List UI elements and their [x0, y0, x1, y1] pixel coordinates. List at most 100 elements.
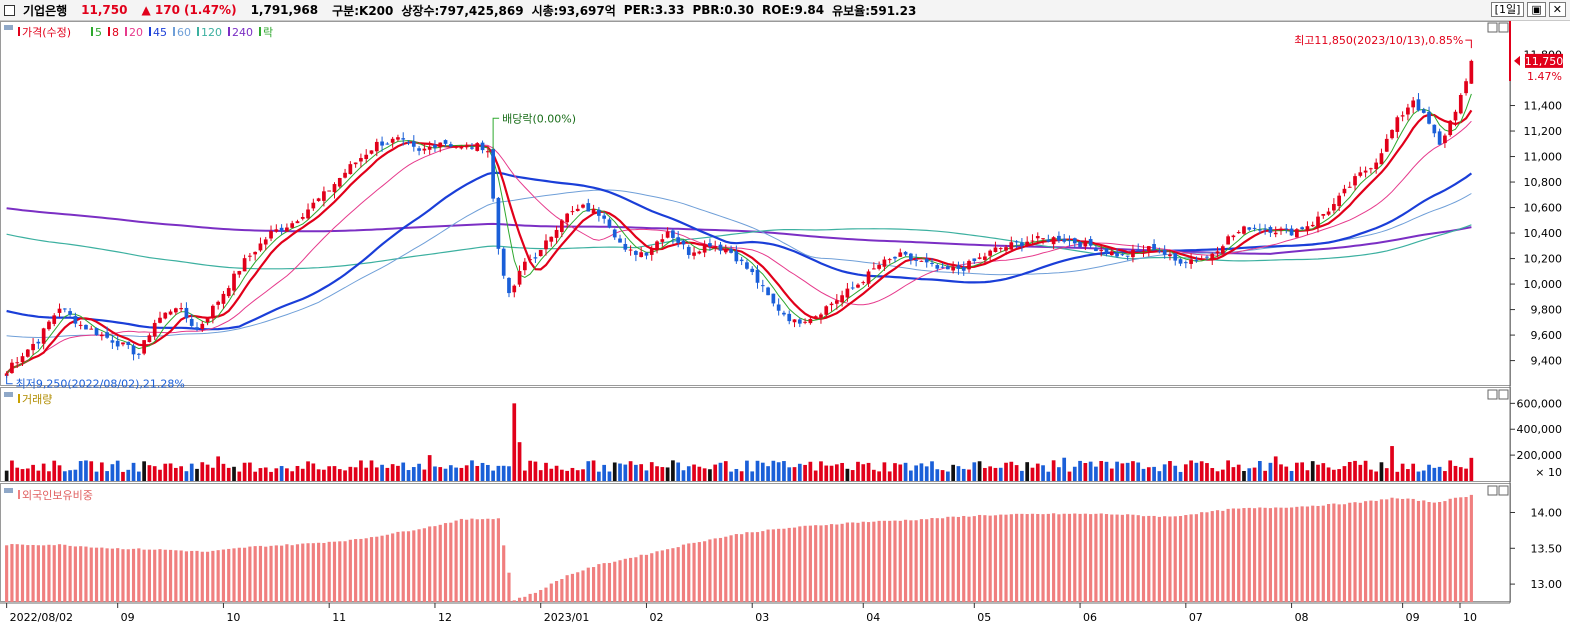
candle-body-102: [544, 240, 548, 250]
foreign-bar-51: [274, 545, 278, 602]
x-tick-label-10: 06: [1083, 611, 1097, 624]
x-tick-label-5: 2023/01: [544, 611, 590, 624]
candle-body-183: [972, 258, 977, 262]
candle-body-130: [692, 252, 696, 256]
volume-bar-26: [142, 461, 146, 481]
foreign-bar-233: [1237, 508, 1241, 602]
current-change-value: 1.47%: [1527, 70, 1562, 83]
period-button[interactable]: [1일]: [1490, 2, 1525, 17]
candle-body-232: [1231, 235, 1236, 238]
foreign-bar-196: [1041, 514, 1045, 602]
foreign-bar-2: [15, 544, 19, 602]
volume-bar-32: [174, 467, 178, 481]
foreign-bar-92: [491, 519, 495, 602]
candle-body-210: [1115, 253, 1119, 257]
foreign-bar-124: [660, 550, 664, 602]
foreign-bar-197: [1046, 513, 1050, 602]
volume-bar-181: [961, 468, 966, 481]
candle-body-231: [1226, 236, 1230, 245]
foreign-menu-icon: [4, 488, 13, 493]
foreign-bar-215: [1141, 516, 1146, 602]
maximize-icon[interactable]: ▣: [1527, 2, 1546, 17]
foreign-bar-50: [269, 545, 273, 602]
foreign-bar-72: [385, 534, 389, 602]
candle-body-169: [898, 252, 903, 257]
candle-body-213: [1131, 249, 1135, 258]
chart-area[interactable]: 가격(수정) 5 8 20 45 60 120 240 락 거래량 외국인보유비중 9,4009…: [0, 21, 1570, 629]
candle-body-157: [834, 300, 839, 304]
candle-body-137: [729, 249, 733, 253]
volume-bar-161: [856, 461, 860, 481]
volume-bar-216: [1146, 467, 1151, 481]
candle-body-257: [1363, 170, 1368, 173]
volume-bar-53: [285, 468, 289, 481]
volume-bar-208: [1104, 461, 1109, 481]
volume-bar-24: [131, 462, 136, 481]
volume-bar-12: [68, 470, 72, 481]
moving-average-lines: [5, 93, 1473, 375]
volume-bar-165: [877, 471, 881, 481]
volume-bar-226: [1199, 461, 1204, 481]
volume-bar-61: [327, 466, 332, 481]
volume-bar-188: [998, 467, 1003, 481]
panel-menu-icon: [4, 25, 13, 30]
foreign-bar-40: [216, 550, 220, 602]
volume-bar-192: [1020, 470, 1024, 481]
x-tick-label-11: 07: [1189, 611, 1203, 624]
candle-body-131: [697, 251, 702, 254]
foreign-bar-177: [940, 518, 945, 602]
foreign-bar-251: [1332, 503, 1336, 602]
volume-bar-257: [1363, 460, 1368, 481]
volume-bar-44: [237, 471, 242, 481]
candle-body-118: [628, 249, 633, 251]
candle-body-143: [760, 285, 765, 287]
foreign-tick-label-2: 14.00: [1531, 506, 1563, 519]
volume-bar-126: [671, 460, 675, 481]
select-checkbox[interactable]: [4, 4, 15, 16]
candle-body-187: [993, 247, 998, 253]
candle-body-186: [988, 250, 993, 256]
volume-bar-20: [110, 464, 115, 481]
volume-bar-83: [443, 468, 448, 481]
foreign-bar-3: [20, 544, 25, 602]
candle-body-242: [1284, 228, 1289, 230]
candle-body-30: [163, 312, 168, 319]
volume-bar-30: [163, 463, 168, 481]
foreign-bar-69: [369, 537, 374, 602]
foreign-bar-37: [200, 551, 204, 602]
legend-swatch-4: [149, 27, 151, 36]
foreign-bar-20: [110, 548, 114, 602]
foreign-bar-26: [142, 549, 146, 602]
foreign-bar-272: [1443, 501, 1447, 602]
foreign-bar-59: [317, 542, 321, 602]
candle-body-266: [1411, 100, 1416, 108]
candle-body-99: [528, 259, 532, 261]
volume-bar-75: [401, 462, 406, 481]
volume-bars: [4, 403, 1474, 481]
legend-label-3: 20: [129, 26, 143, 39]
foreign-bar-254: [1348, 502, 1352, 602]
volume-panel-controls[interactable]: [1487, 389, 1509, 400]
volume-bar-28: [152, 466, 157, 481]
foreign-bar-252: [1337, 504, 1341, 602]
price-panel-controls[interactable]: [1487, 22, 1509, 33]
foreign-bar-165: [877, 520, 881, 602]
volume-bar-130: [692, 464, 696, 481]
legend-label-7: 240: [232, 26, 253, 39]
volume-bar-267: [1416, 471, 1421, 481]
foreign-bar-110: [586, 567, 590, 602]
candle-body-136: [723, 250, 728, 253]
volume-bar-29: [158, 469, 162, 481]
volume-bar-169: [898, 464, 903, 481]
foreign-panel-controls[interactable]: [1487, 485, 1509, 496]
close-icon[interactable]: ✕: [1548, 2, 1566, 17]
candle-body-129: [686, 246, 691, 255]
volume-bar-239: [1268, 462, 1273, 481]
volume-bar-39: [211, 467, 215, 481]
candle-body-145: [771, 293, 776, 304]
volume-bar-197: [1046, 471, 1051, 481]
candle-body-220: [1168, 254, 1172, 257]
foreign-bar-122: [650, 553, 654, 602]
candle-body-174: [924, 258, 929, 263]
volume-bar-3: [20, 469, 25, 481]
